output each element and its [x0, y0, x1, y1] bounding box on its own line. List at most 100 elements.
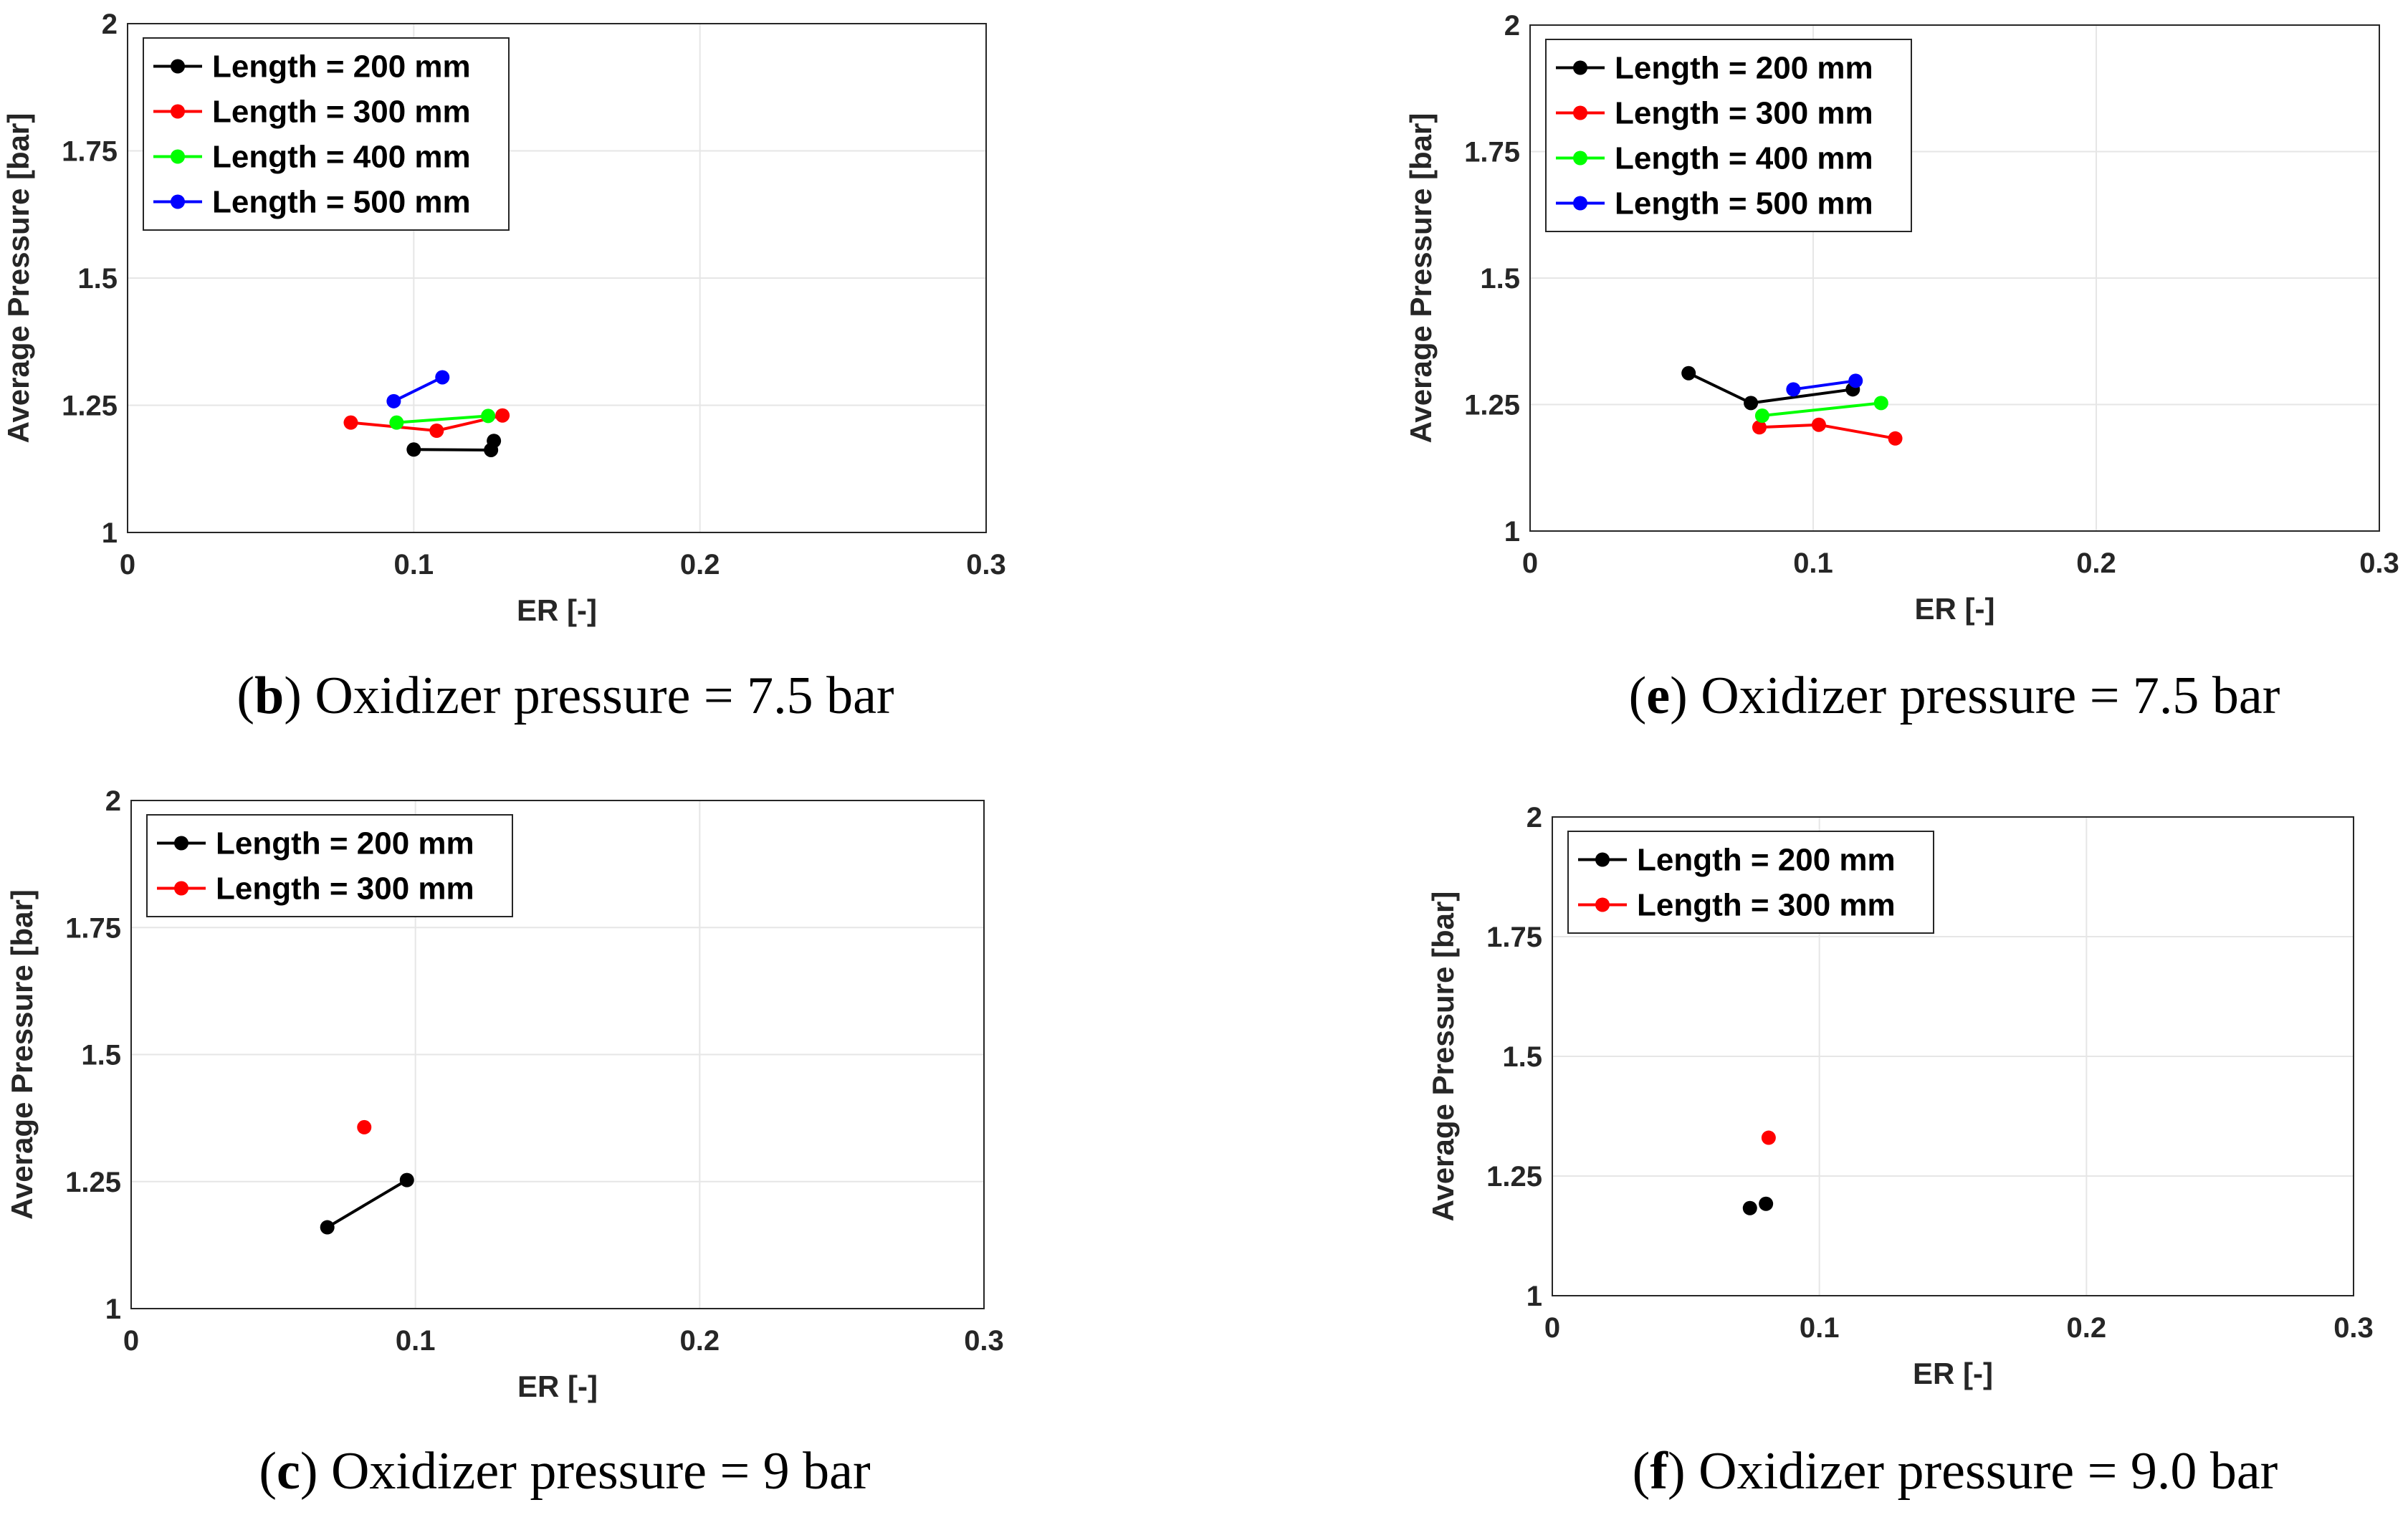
caption-letter: b	[254, 666, 284, 725]
legend-marker	[1573, 105, 1587, 120]
legend-label: Length = 400 mm	[1615, 141, 1873, 176]
chart-panel-b: 0 0.1 0.2 0.3 1 1.25 1.5 1.75 2 ER [-] Average Pre…	[1, 9, 1006, 725]
panel-caption: (b) Oxidizer pressure = 7.5 bar	[236, 666, 894, 725]
data-point	[406, 442, 421, 457]
x-tick-label: 0.3	[964, 1325, 1004, 1357]
series-line	[396, 414, 489, 424]
x-tick-label: 0	[123, 1325, 139, 1357]
legend-marker	[171, 59, 185, 74]
series-line	[1762, 401, 1882, 418]
y-tick-label: 1.75	[65, 912, 121, 944]
legend-marker	[171, 149, 185, 164]
data-point	[1759, 1196, 1774, 1211]
y-tick-label: 1.75	[1464, 137, 1520, 168]
y-tick-label: 1	[1504, 516, 1520, 548]
data-point	[399, 1172, 414, 1187]
y-tick-label: 1.5	[77, 263, 118, 295]
data-point	[1786, 382, 1801, 397]
legend-label: Length = 300 mm	[1637, 888, 1896, 923]
series-line	[393, 376, 444, 403]
caption-open-paren: (	[236, 666, 254, 725]
legend-marker	[174, 836, 188, 851]
data-point	[1681, 365, 1696, 381]
x-tick-label: 0.3	[2359, 548, 2399, 579]
plot-border	[130, 800, 985, 1309]
caption-open-paren: (	[1629, 666, 1647, 725]
data-point	[320, 1220, 335, 1235]
legend-label: Length = 300 mm	[216, 871, 474, 907]
y-tick-label: 1.5	[81, 1040, 121, 1071]
series-2	[1752, 417, 1903, 446]
legend-marker	[171, 194, 185, 209]
y-tick-label: 1.25	[1464, 390, 1520, 421]
caption-open-paren: (	[1633, 1442, 1650, 1501]
data-point	[1848, 373, 1863, 388]
plot-border	[127, 23, 987, 533]
legend-label: Length = 300 mm	[1615, 96, 1873, 131]
x-axis-label: ER [-]	[517, 1370, 598, 1403]
x-tick-label: 0.1	[1793, 548, 1833, 579]
x-tick-label: 0	[120, 549, 135, 580]
y-tick-label: 1	[102, 517, 118, 549]
y-tick-label: 1	[105, 1294, 121, 1325]
x-tick-label: 0	[1544, 1312, 1560, 1344]
data-point	[1761, 1130, 1776, 1145]
legend: Length = 200 mm Length = 300 mm	[146, 814, 513, 917]
x-tick-label: 0.2	[680, 1325, 720, 1357]
caption-text: ) Oxidizer pressure = 9.0 bar	[1668, 1442, 2278, 1501]
legend-marker	[1573, 196, 1587, 211]
series-line	[326, 1178, 408, 1229]
y-tick-label: 1.25	[65, 1167, 121, 1198]
y-axis-label: Average Pressure [bar]	[5, 889, 39, 1220]
legend-label: Length = 200 mm	[216, 826, 474, 861]
y-tick-label: 1.75	[62, 136, 118, 168]
y-tick-label: 1.25	[62, 391, 118, 422]
data-point	[1752, 420, 1767, 435]
x-tick-label: 0.1	[394, 549, 434, 580]
data-point	[1744, 396, 1759, 411]
series-4	[386, 370, 450, 408]
x-tick-label: 0.3	[966, 549, 1006, 580]
legend-label: Length = 300 mm	[212, 95, 471, 130]
legend: Length = 200 mm Length = 300 mm Length = 4…	[143, 37, 510, 231]
legend-box	[146, 814, 513, 917]
legend-box	[143, 37, 510, 231]
data-point	[386, 393, 401, 408]
y-tick-label: 2	[1504, 10, 1520, 42]
series-1	[1742, 1196, 1774, 1215]
chart-panel-c: 0 0.1 0.2 0.3 1 1.25 1.5 1.75 2 ER [-] Average Pre…	[5, 785, 1004, 1501]
caption-open-paren: (	[259, 1442, 277, 1501]
legend-marker	[1573, 150, 1587, 166]
legend-marker	[1595, 897, 1610, 912]
y-tick-label: 1.5	[1480, 263, 1520, 295]
data-point	[481, 408, 496, 424]
x-axis-label: ER [-]	[1913, 1357, 1993, 1390]
y-tick-label: 1.75	[1486, 922, 1542, 953]
legend-marker	[171, 104, 185, 119]
data-point	[435, 370, 450, 385]
data-point	[1873, 396, 1888, 411]
legend-box	[1567, 831, 1934, 934]
series-1	[406, 434, 502, 457]
data-point	[1742, 1200, 1757, 1215]
legend-label: Length = 500 mm	[212, 185, 471, 220]
caption-text: ) Oxidizer pressure = 7.5 bar	[284, 666, 894, 725]
data-point	[429, 424, 444, 438]
x-tick-label: 0	[1522, 548, 1538, 579]
legend: Length = 200 mm Length = 300 mm	[1567, 831, 1934, 934]
data-point	[357, 1119, 372, 1134]
series-2	[343, 408, 510, 438]
x-tick-label: 0.2	[680, 549, 720, 580]
legend-label: Length = 500 mm	[1615, 186, 1873, 221]
x-tick-label: 0.2	[2076, 548, 2116, 579]
data-point	[389, 415, 404, 430]
data-point	[343, 415, 358, 430]
y-axis-label: Average Pressure [bar]	[1426, 892, 1460, 1222]
y-tick-label: 2	[1526, 802, 1542, 833]
y-tick-label: 1	[1526, 1281, 1542, 1312]
y-tick-label: 1.5	[1502, 1041, 1542, 1073]
panel-caption: (f) Oxidizer pressure = 9.0 bar	[1633, 1442, 2278, 1501]
data-point	[1888, 431, 1903, 446]
caption-text: ) Oxidizer pressure = 7.5 bar	[1670, 666, 2280, 725]
